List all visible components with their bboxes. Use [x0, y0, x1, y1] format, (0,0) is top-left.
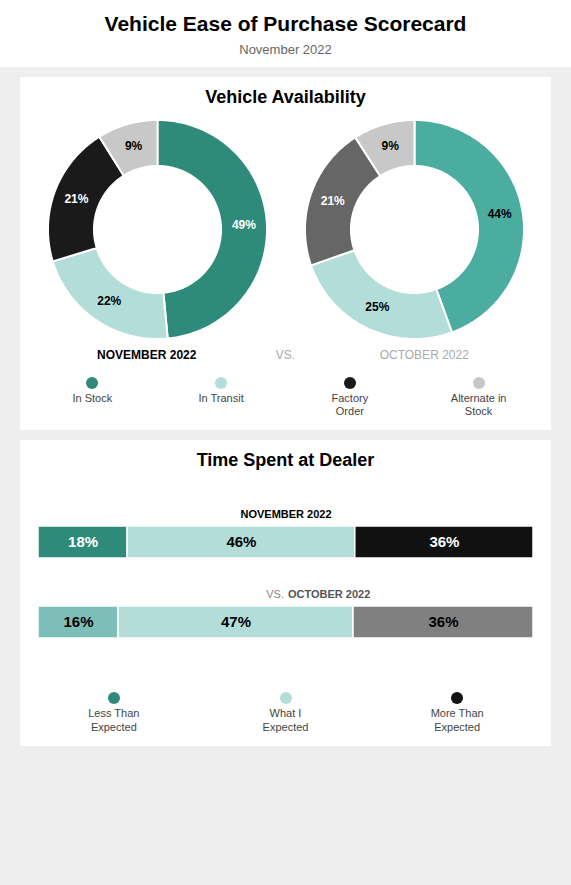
html-text:In Transit: In Transit	[198, 392, 244, 404]
svg-text:21%: 21%	[64, 192, 88, 206]
svg-text:9%: 9%	[125, 139, 143, 153]
html-text:Vehicle Availability: Vehicle Availability	[205, 87, 366, 107]
html-text:OCTOBER 2022: OCTOBER 2022	[379, 348, 469, 362]
html-text:NOVEMBER 2022: NOVEMBER 2022	[97, 348, 197, 362]
svg-text:44%: 44%	[488, 207, 512, 221]
svg-text:36%: 36%	[428, 614, 458, 631]
svg-text:NOVEMBER 2022: NOVEMBER 2022	[240, 508, 331, 520]
html-text:Alternate in Stock: Alternate in Stock	[450, 392, 507, 418]
svg-text:36%: 36%	[429, 534, 459, 551]
svg-text:21%: 21%	[321, 194, 345, 208]
html-text:November 2022: November 2022	[239, 42, 332, 57]
svg-text:46%: 46%	[226, 534, 256, 551]
svg-text:47%: 47%	[221, 614, 251, 631]
svg-text:9%: 9%	[382, 139, 400, 153]
html-text:Less Than Expected: Less Than Expected	[88, 707, 140, 733]
svg-text:16%: 16%	[63, 614, 93, 631]
html-text:What I Expected: What I Expected	[262, 707, 309, 733]
svg-text:18%: 18%	[68, 534, 98, 551]
svg-text:OCTOBER 2022: OCTOBER 2022	[288, 588, 370, 600]
svg-text:25%: 25%	[366, 300, 390, 314]
html-text:Time Spent at Dealer: Time Spent at Dealer	[196, 450, 375, 471]
svg-text:VS.: VS.	[266, 588, 284, 600]
html-text:Factory Order: Factory Order	[331, 392, 369, 418]
html-text:Vehicle Ease of Purchase Score: Vehicle Ease of Purchase Scorecard	[104, 12, 467, 35]
html-text:More Than Expected: More Than Expected	[430, 707, 484, 733]
html-text:VS.: VS.	[275, 348, 296, 362]
html-text:In Stock: In Stock	[72, 392, 113, 404]
svg-text:22%: 22%	[97, 294, 121, 308]
svg-text:49%: 49%	[232, 218, 256, 232]
